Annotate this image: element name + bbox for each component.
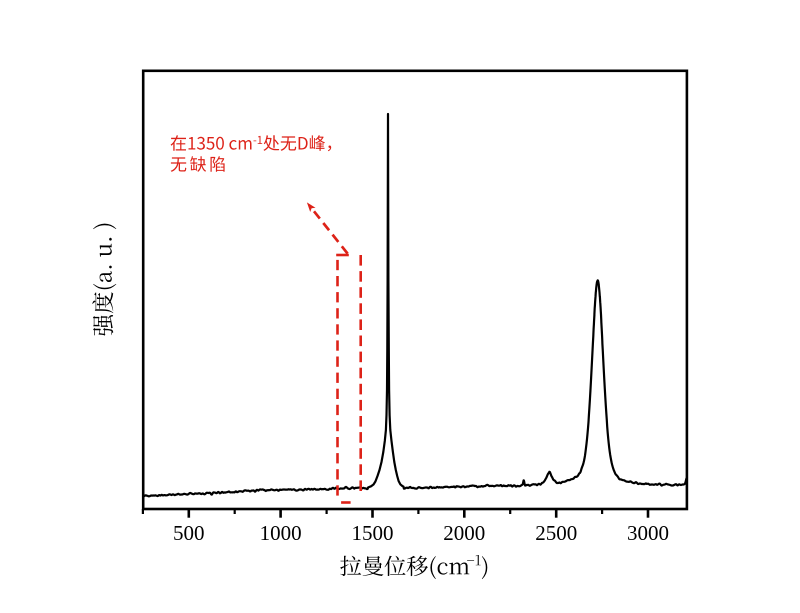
svg-text:500: 500 <box>173 521 205 545</box>
svg-text:1500: 1500 <box>352 521 394 545</box>
svg-text:3000: 3000 <box>627 521 669 545</box>
svg-text:2500: 2500 <box>535 521 577 545</box>
svg-text:2000: 2000 <box>443 521 485 545</box>
svg-text:1000: 1000 <box>260 521 302 545</box>
